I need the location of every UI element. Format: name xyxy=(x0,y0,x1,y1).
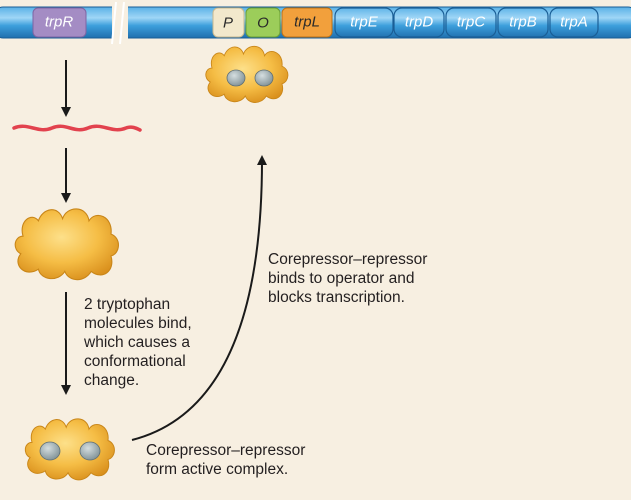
dna-break xyxy=(111,1,128,45)
tryptophan-icon xyxy=(79,441,101,461)
trpC-label: trpC xyxy=(457,14,486,31)
trpB-label: trpB xyxy=(509,14,537,31)
trpL-label: trpL xyxy=(294,14,320,31)
operator-binding-arrow xyxy=(131,155,267,441)
active-complex-caption: Corepressor–repressor form active comple… xyxy=(146,442,306,478)
structural-genes: trpE trpD trpC trpB trpA xyxy=(334,7,599,38)
trpD-label: trpD xyxy=(405,14,434,31)
tryptophan-icon xyxy=(226,69,246,87)
trpR-gene-box xyxy=(32,7,87,38)
trpE-label: trpE xyxy=(350,14,379,31)
tryptophan-icon xyxy=(39,441,61,461)
trpL-box xyxy=(281,7,333,38)
trpR-gene-label: trpR xyxy=(45,14,74,31)
tryptophan-icon xyxy=(254,69,274,87)
dna-strand: trpR P O trpL trpE trpD trpC trpB trpA xyxy=(0,1,631,45)
trpA-label: trpA xyxy=(560,14,588,31)
inactive-repressor xyxy=(14,208,120,281)
operator-box xyxy=(245,7,281,38)
promoter-label: P xyxy=(223,15,233,32)
tryptophan-binding-caption: 2 tryptophan molecules bind, which cause… xyxy=(84,296,192,389)
mrna-strand xyxy=(12,124,142,132)
operator-binding-caption: Corepressor–repressor binds to operator … xyxy=(268,251,428,306)
bound-repressor-complex xyxy=(205,45,289,104)
operator-label: O xyxy=(257,15,269,32)
promoter-box xyxy=(212,7,245,38)
active-complex xyxy=(24,418,116,481)
